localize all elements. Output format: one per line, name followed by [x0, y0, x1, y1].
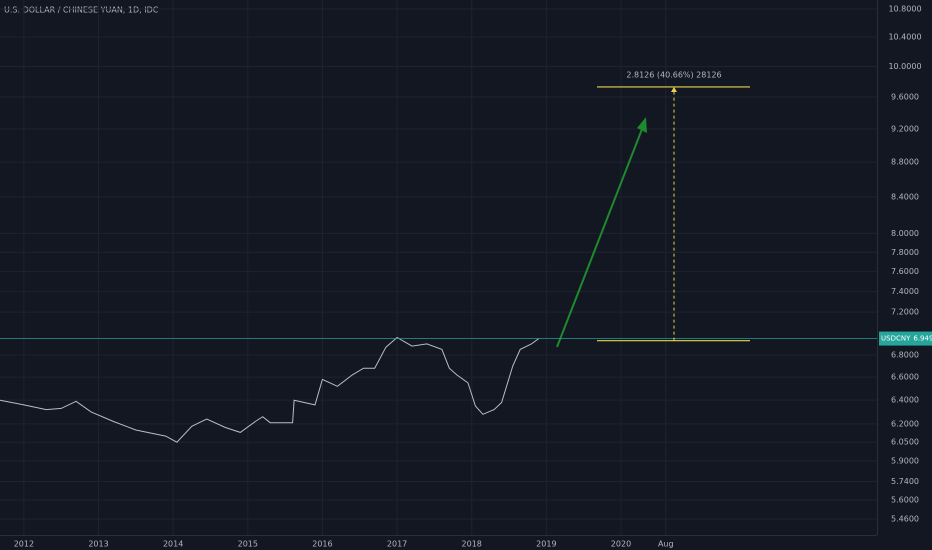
y-tick-label: 5.6000 — [891, 496, 919, 505]
y-tick-label: 7.6000 — [891, 267, 919, 276]
x-tick-label: 2012 — [14, 540, 34, 549]
trend-arrow — [556, 117, 647, 348]
measure-arrowhead — [671, 86, 677, 92]
y-tick-label: 8.0000 — [891, 229, 919, 238]
y-tick-label: 10.8000 — [888, 4, 921, 13]
x-tick-label: 2015 — [238, 540, 258, 549]
y-tick-label: 10.0000 — [888, 62, 921, 71]
y-tick-label: 7.4000 — [891, 287, 919, 296]
price-line — [0, 336, 540, 443]
x-tick-label: 2017 — [387, 540, 407, 549]
x-tick-label: 2014 — [163, 540, 183, 549]
price: 6.9497 — [913, 335, 932, 343]
y-tick-label: 7.2000 — [891, 308, 919, 317]
y-tick-label: 8.8000 — [891, 158, 919, 167]
x-tick-label: 2020 — [611, 540, 631, 549]
x-tick-label: 2019 — [536, 540, 556, 549]
y-tick-label: 7.8000 — [891, 248, 919, 257]
measure-label: 2.8126 (40.66%) 28126 — [626, 70, 721, 79]
y-tick-label: 8.4000 — [891, 192, 919, 201]
arrow-head — [637, 117, 647, 133]
y-tick-label: 9.6000 — [891, 93, 919, 102]
y-tick-label: 6.4000 — [891, 396, 919, 405]
symbol: USDCNY — [881, 335, 911, 343]
chart-title: U.S. DOLLAR / CHINESE YUAN, 1D, IDC — [4, 6, 159, 15]
x-tick-label: 2018 — [462, 540, 482, 549]
y-tick-label: 5.4600 — [891, 514, 919, 523]
y-tick-label: 9.2000 — [891, 124, 919, 133]
x-tick-label: 2016 — [312, 540, 332, 549]
y-tick-label: 5.9000 — [891, 456, 919, 465]
y-tick-label: 6.6000 — [891, 373, 919, 382]
x-tick-label: 2013 — [88, 540, 108, 549]
y-tick-label: 10.4000 — [888, 33, 921, 42]
x-tick-label: Aug — [658, 540, 674, 549]
y-tick-label: 5.7400 — [891, 477, 919, 486]
y-tick-label: 6.8000 — [891, 350, 919, 359]
arrow-shaft — [556, 123, 645, 348]
y-tick-label: 6.0500 — [891, 438, 919, 447]
y-tick-label: 6.2000 — [891, 419, 919, 428]
last-price-tag — [879, 331, 932, 346]
